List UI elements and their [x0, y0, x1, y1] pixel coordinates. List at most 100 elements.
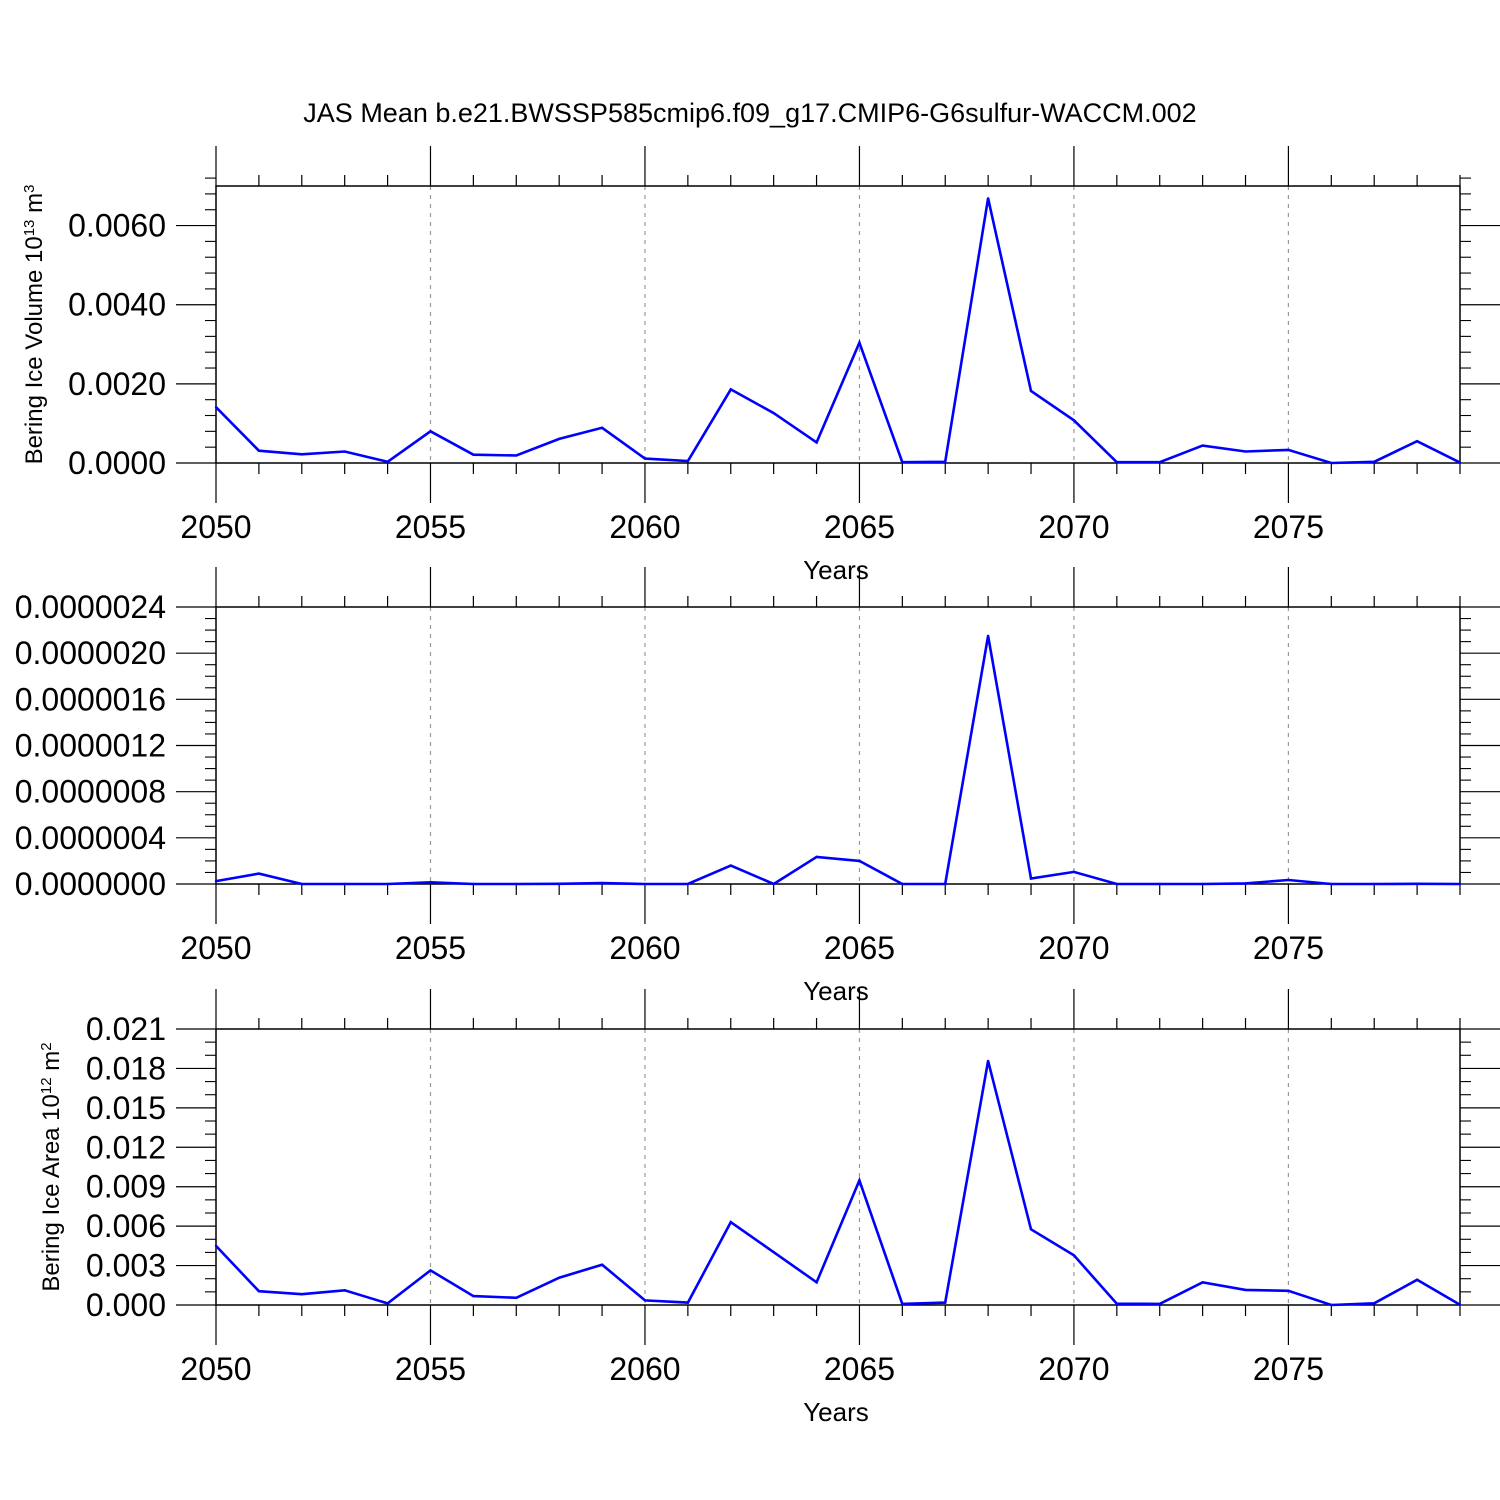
y-tick-label: 0.018 [86, 1050, 166, 1086]
data-point [1415, 882, 1419, 885]
data-point [1115, 1302, 1119, 1305]
x-tick-label: 2055 [395, 509, 466, 545]
data-point [386, 460, 389, 464]
x-tick-label: 2065 [824, 509, 895, 545]
data-point [214, 879, 218, 883]
x-tick-label: 2050 [180, 930, 251, 966]
data-point [557, 882, 561, 885]
data-point [772, 1250, 775, 1254]
data-point [257, 449, 261, 452]
data-point [300, 1293, 303, 1296]
data-point [1415, 1278, 1419, 1281]
y-tick-label: 0.0020 [68, 366, 166, 402]
data-point [429, 430, 432, 433]
data-point [1029, 1228, 1033, 1231]
data-point [515, 1296, 518, 1299]
data-point [686, 882, 690, 886]
data-point [1115, 461, 1119, 464]
y-tick-label: 0.0000016 [15, 681, 166, 717]
y-tick-label: 0.006 [86, 1208, 166, 1244]
data-point [343, 1289, 346, 1292]
data-point [901, 1302, 904, 1306]
x-tick-label: 2075 [1253, 1351, 1324, 1387]
y-tick-label: 0.0000004 [15, 820, 166, 856]
data-point [729, 1221, 732, 1224]
y-tick-label: 0.015 [86, 1090, 166, 1126]
data-point [901, 461, 904, 464]
plot-frame [215, 1028, 1461, 1306]
data-point [944, 1301, 947, 1304]
data-point [1158, 461, 1161, 464]
data-point [515, 454, 518, 457]
data-point [386, 1302, 389, 1305]
data-point [986, 197, 990, 200]
data-point [1287, 1289, 1290, 1293]
chart-panel-1: 0.0000 0.0020 0.0040 0.0060 2050 2055 2060 2065… [21, 146, 1500, 585]
x-tick-label: 2070 [1038, 930, 1109, 966]
y-tick-label: 0.000 [86, 1287, 166, 1323]
data-point [643, 882, 647, 886]
data-point [429, 881, 432, 884]
data-point [300, 882, 303, 886]
data-point [1373, 882, 1376, 886]
x-tick-label: 2055 [395, 1351, 466, 1387]
data-point [1029, 877, 1033, 880]
data-point [1330, 1303, 1333, 1307]
data-point [600, 426, 604, 429]
x-tick-label: 2075 [1253, 930, 1324, 966]
data-point [944, 460, 947, 464]
data-point [1244, 1288, 1247, 1292]
y-tick-label: 0.0000012 [15, 728, 166, 764]
data-point [472, 1294, 475, 1298]
data-series-line [215, 1060, 1461, 1307]
data-point [1244, 882, 1247, 885]
x-tick-label: 2050 [180, 509, 251, 545]
x-tick-label: 2060 [609, 509, 680, 545]
y-tick-label: 0.0000008 [15, 774, 166, 810]
y-tick-label: 0.0040 [68, 287, 166, 323]
chart-panels: 0.0000 0.0020 0.0040 0.0060 2050 2055 2060 2065… [15, 146, 1500, 1427]
data-point [1201, 882, 1204, 886]
data-point [1244, 450, 1247, 453]
data-point [1201, 444, 1204, 447]
data-point [1072, 419, 1076, 422]
y-tick-label: 0.0000020 [15, 635, 166, 671]
y-tick-label: 0.012 [86, 1129, 166, 1165]
data-point [214, 1244, 218, 1248]
x-axis-label: Years [803, 555, 869, 585]
data-point [944, 882, 947, 886]
data-point [343, 882, 346, 886]
data-point [1287, 878, 1290, 882]
data-point [386, 882, 389, 886]
data-point [1458, 1303, 1462, 1306]
data-point [901, 882, 904, 886]
x-tick-label: 2060 [609, 1351, 680, 1387]
plot-frame [215, 185, 1461, 464]
data-point [300, 453, 303, 456]
figure-title: JAS Mean b.e21.BWSSP585cmip6.f09_g17.CMI… [303, 98, 1196, 128]
data-point [729, 864, 732, 867]
data-point [772, 882, 775, 886]
data-point [1373, 1302, 1376, 1305]
y-tick-label: 0.009 [86, 1169, 166, 1205]
data-point [1072, 870, 1076, 874]
x-tick-label: 2070 [1038, 509, 1109, 545]
y-tick-label: 0.003 [86, 1248, 166, 1284]
data-point [986, 1059, 990, 1063]
data-point [1330, 461, 1333, 465]
data-point [815, 441, 818, 444]
data-point [600, 881, 604, 885]
data-point [1458, 461, 1462, 464]
data-point [729, 388, 732, 391]
y-axis-label: Bering Ice Volume 1013 m3 [21, 185, 49, 465]
data-point [686, 459, 690, 463]
data-point [1029, 389, 1033, 393]
data-point [815, 855, 818, 859]
data-point [1158, 1302, 1161, 1306]
data-point [1072, 1254, 1076, 1257]
data-point [1415, 440, 1419, 443]
data-point [1201, 1281, 1204, 1284]
x-tick-label: 2050 [180, 1351, 251, 1387]
data-point [214, 406, 218, 409]
